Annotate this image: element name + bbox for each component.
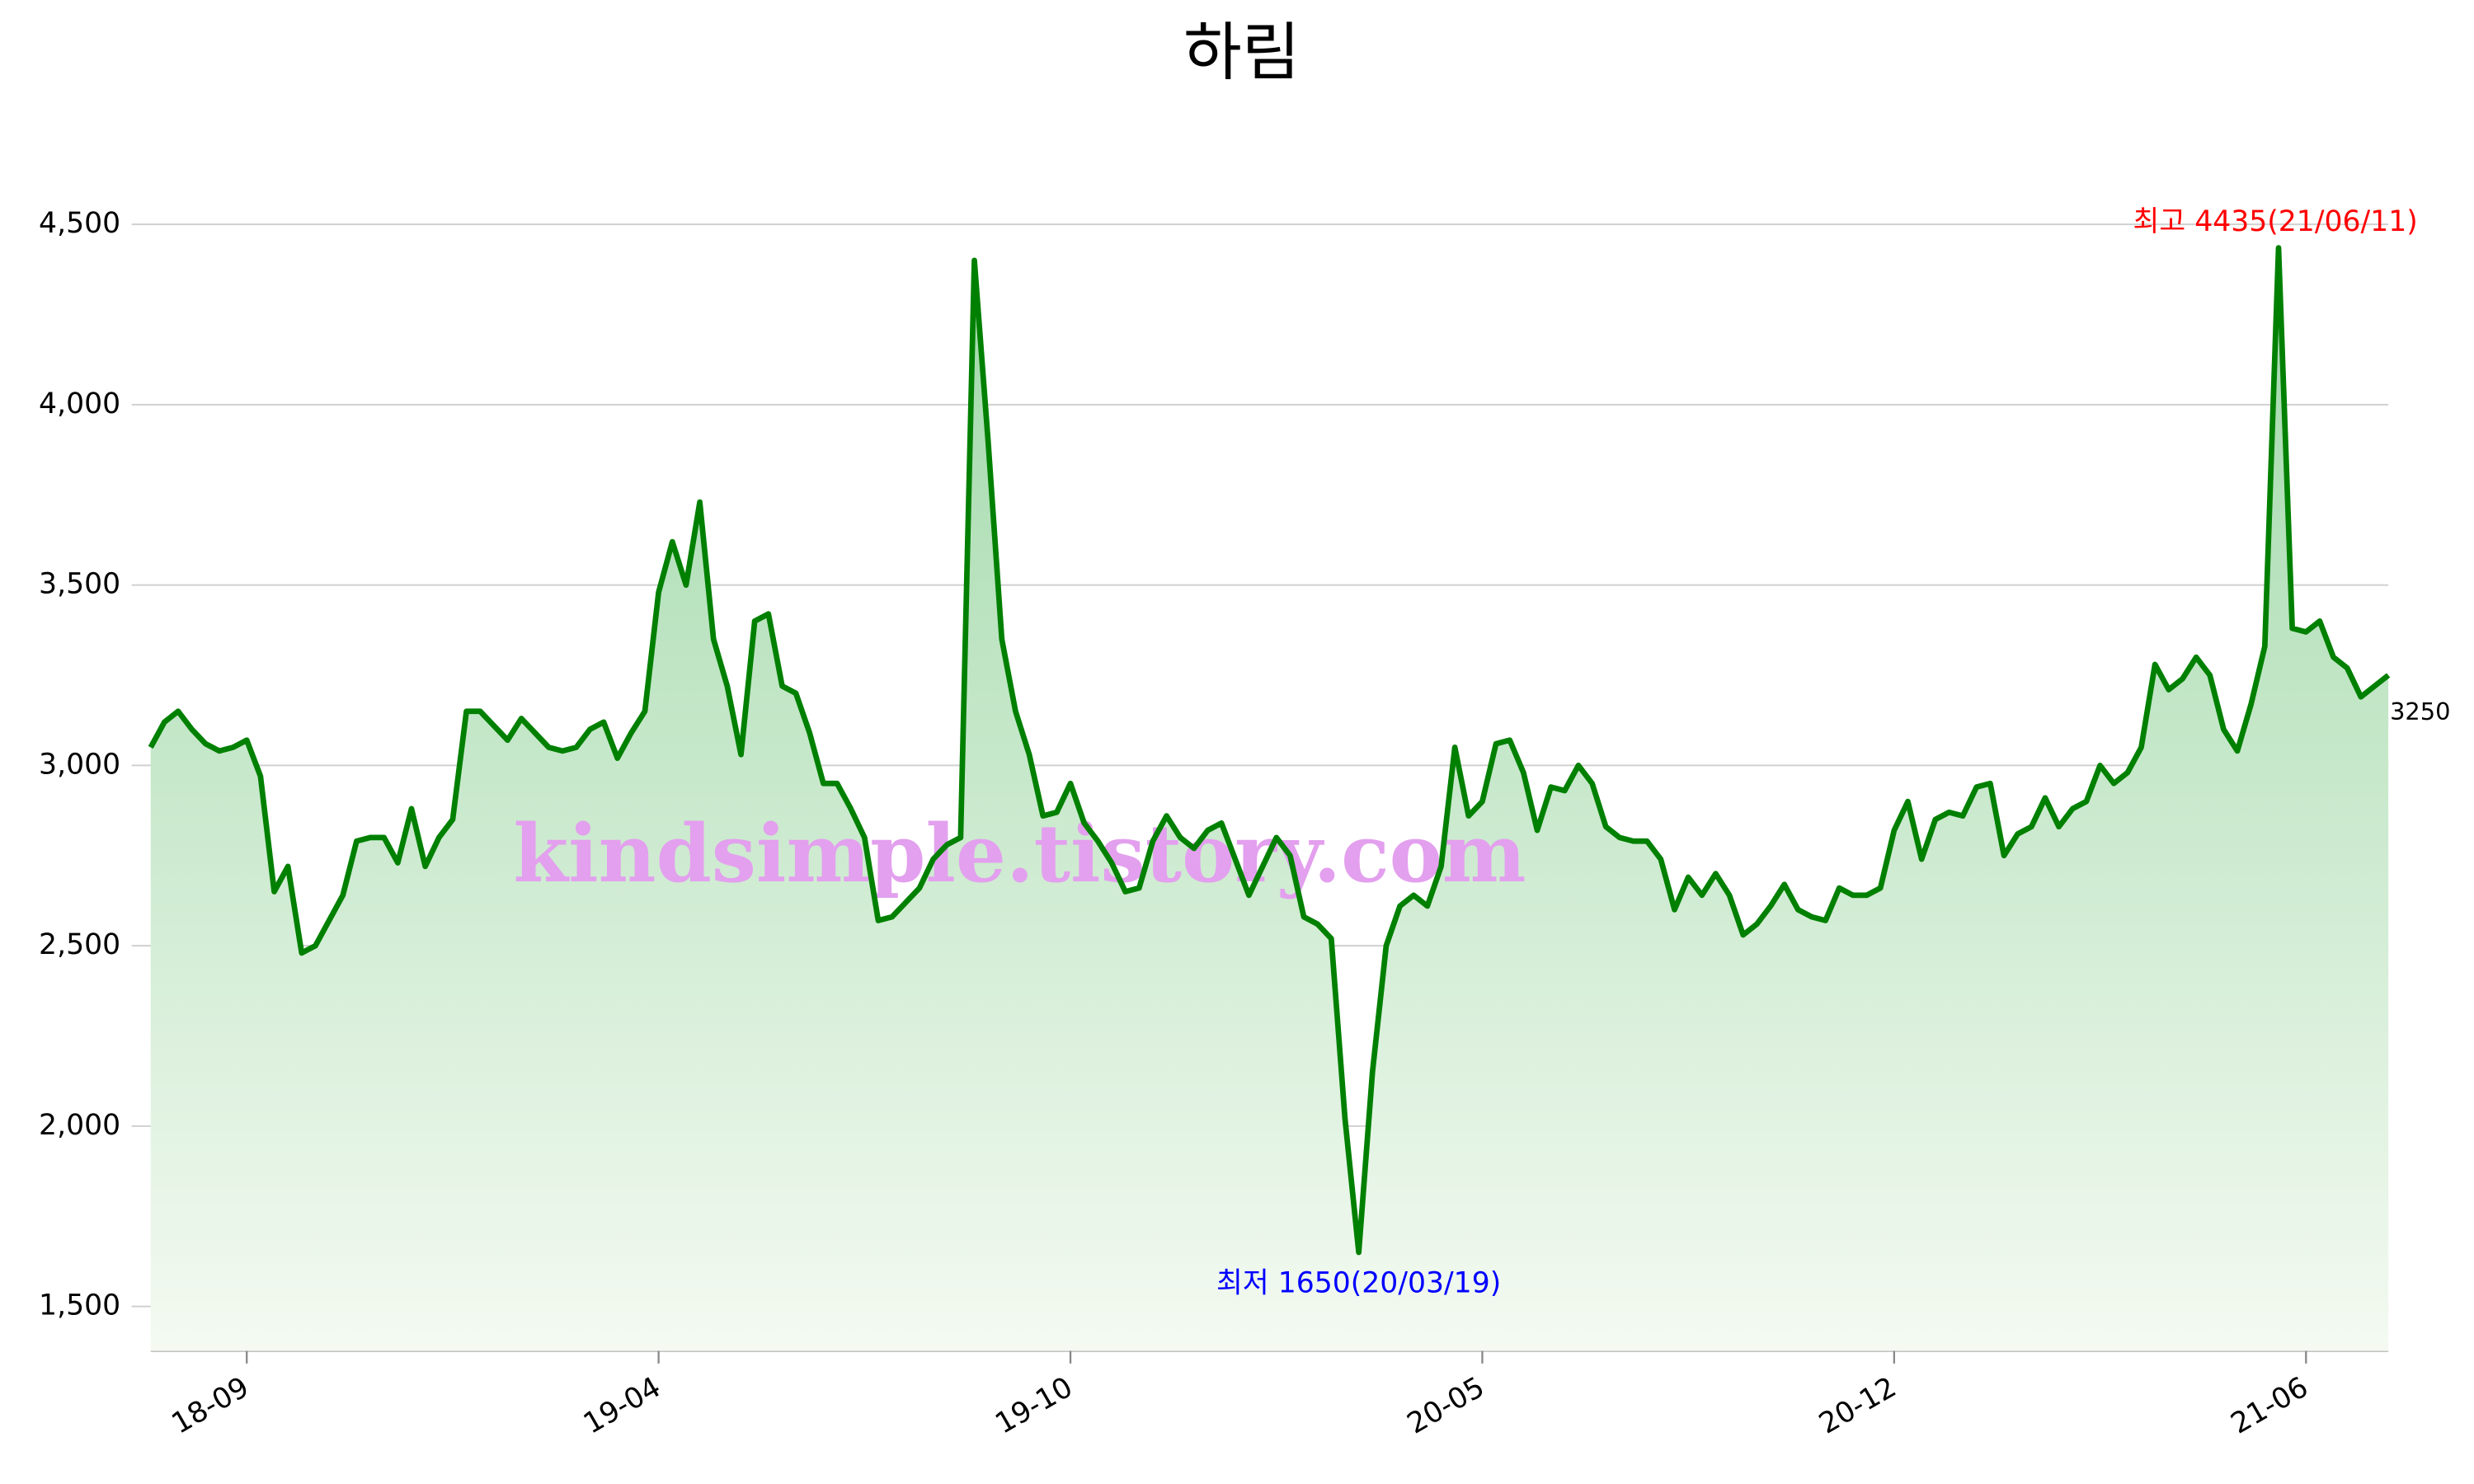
y-tick-label: 1,500: [39, 1289, 120, 1322]
max-annotation: 최고 4435(21/06/11): [2133, 205, 2418, 238]
x-tick-label: 19-04: [578, 1371, 666, 1441]
x-tick-label: 19-10: [990, 1371, 1078, 1441]
y-tick-label: 4,500: [39, 207, 120, 240]
y-tick-label: 3,500: [39, 568, 120, 601]
x-tick-label: 18-09: [167, 1371, 255, 1441]
x-tick-label: 20-12: [1813, 1371, 1902, 1441]
x-tick-label: 21-06: [2226, 1371, 2314, 1441]
y-tick-label: 2,000: [39, 1109, 120, 1142]
last-value-label: 3250: [2390, 697, 2450, 726]
y-tick-label: 2,500: [39, 928, 120, 961]
area: [150, 247, 2389, 1351]
y-tick-label: 4,000: [39, 387, 120, 420]
line: [148, 245, 2391, 1256]
watermark: kindsimple.tistory.com: [514, 807, 1526, 900]
x-tick-label: 20-05: [1402, 1371, 1490, 1441]
chart-title: 하림: [1183, 16, 1300, 90]
y-tick-label: 3,000: [39, 748, 120, 781]
min-annotation: 최저 1650(20/03/19): [1216, 1266, 1501, 1299]
